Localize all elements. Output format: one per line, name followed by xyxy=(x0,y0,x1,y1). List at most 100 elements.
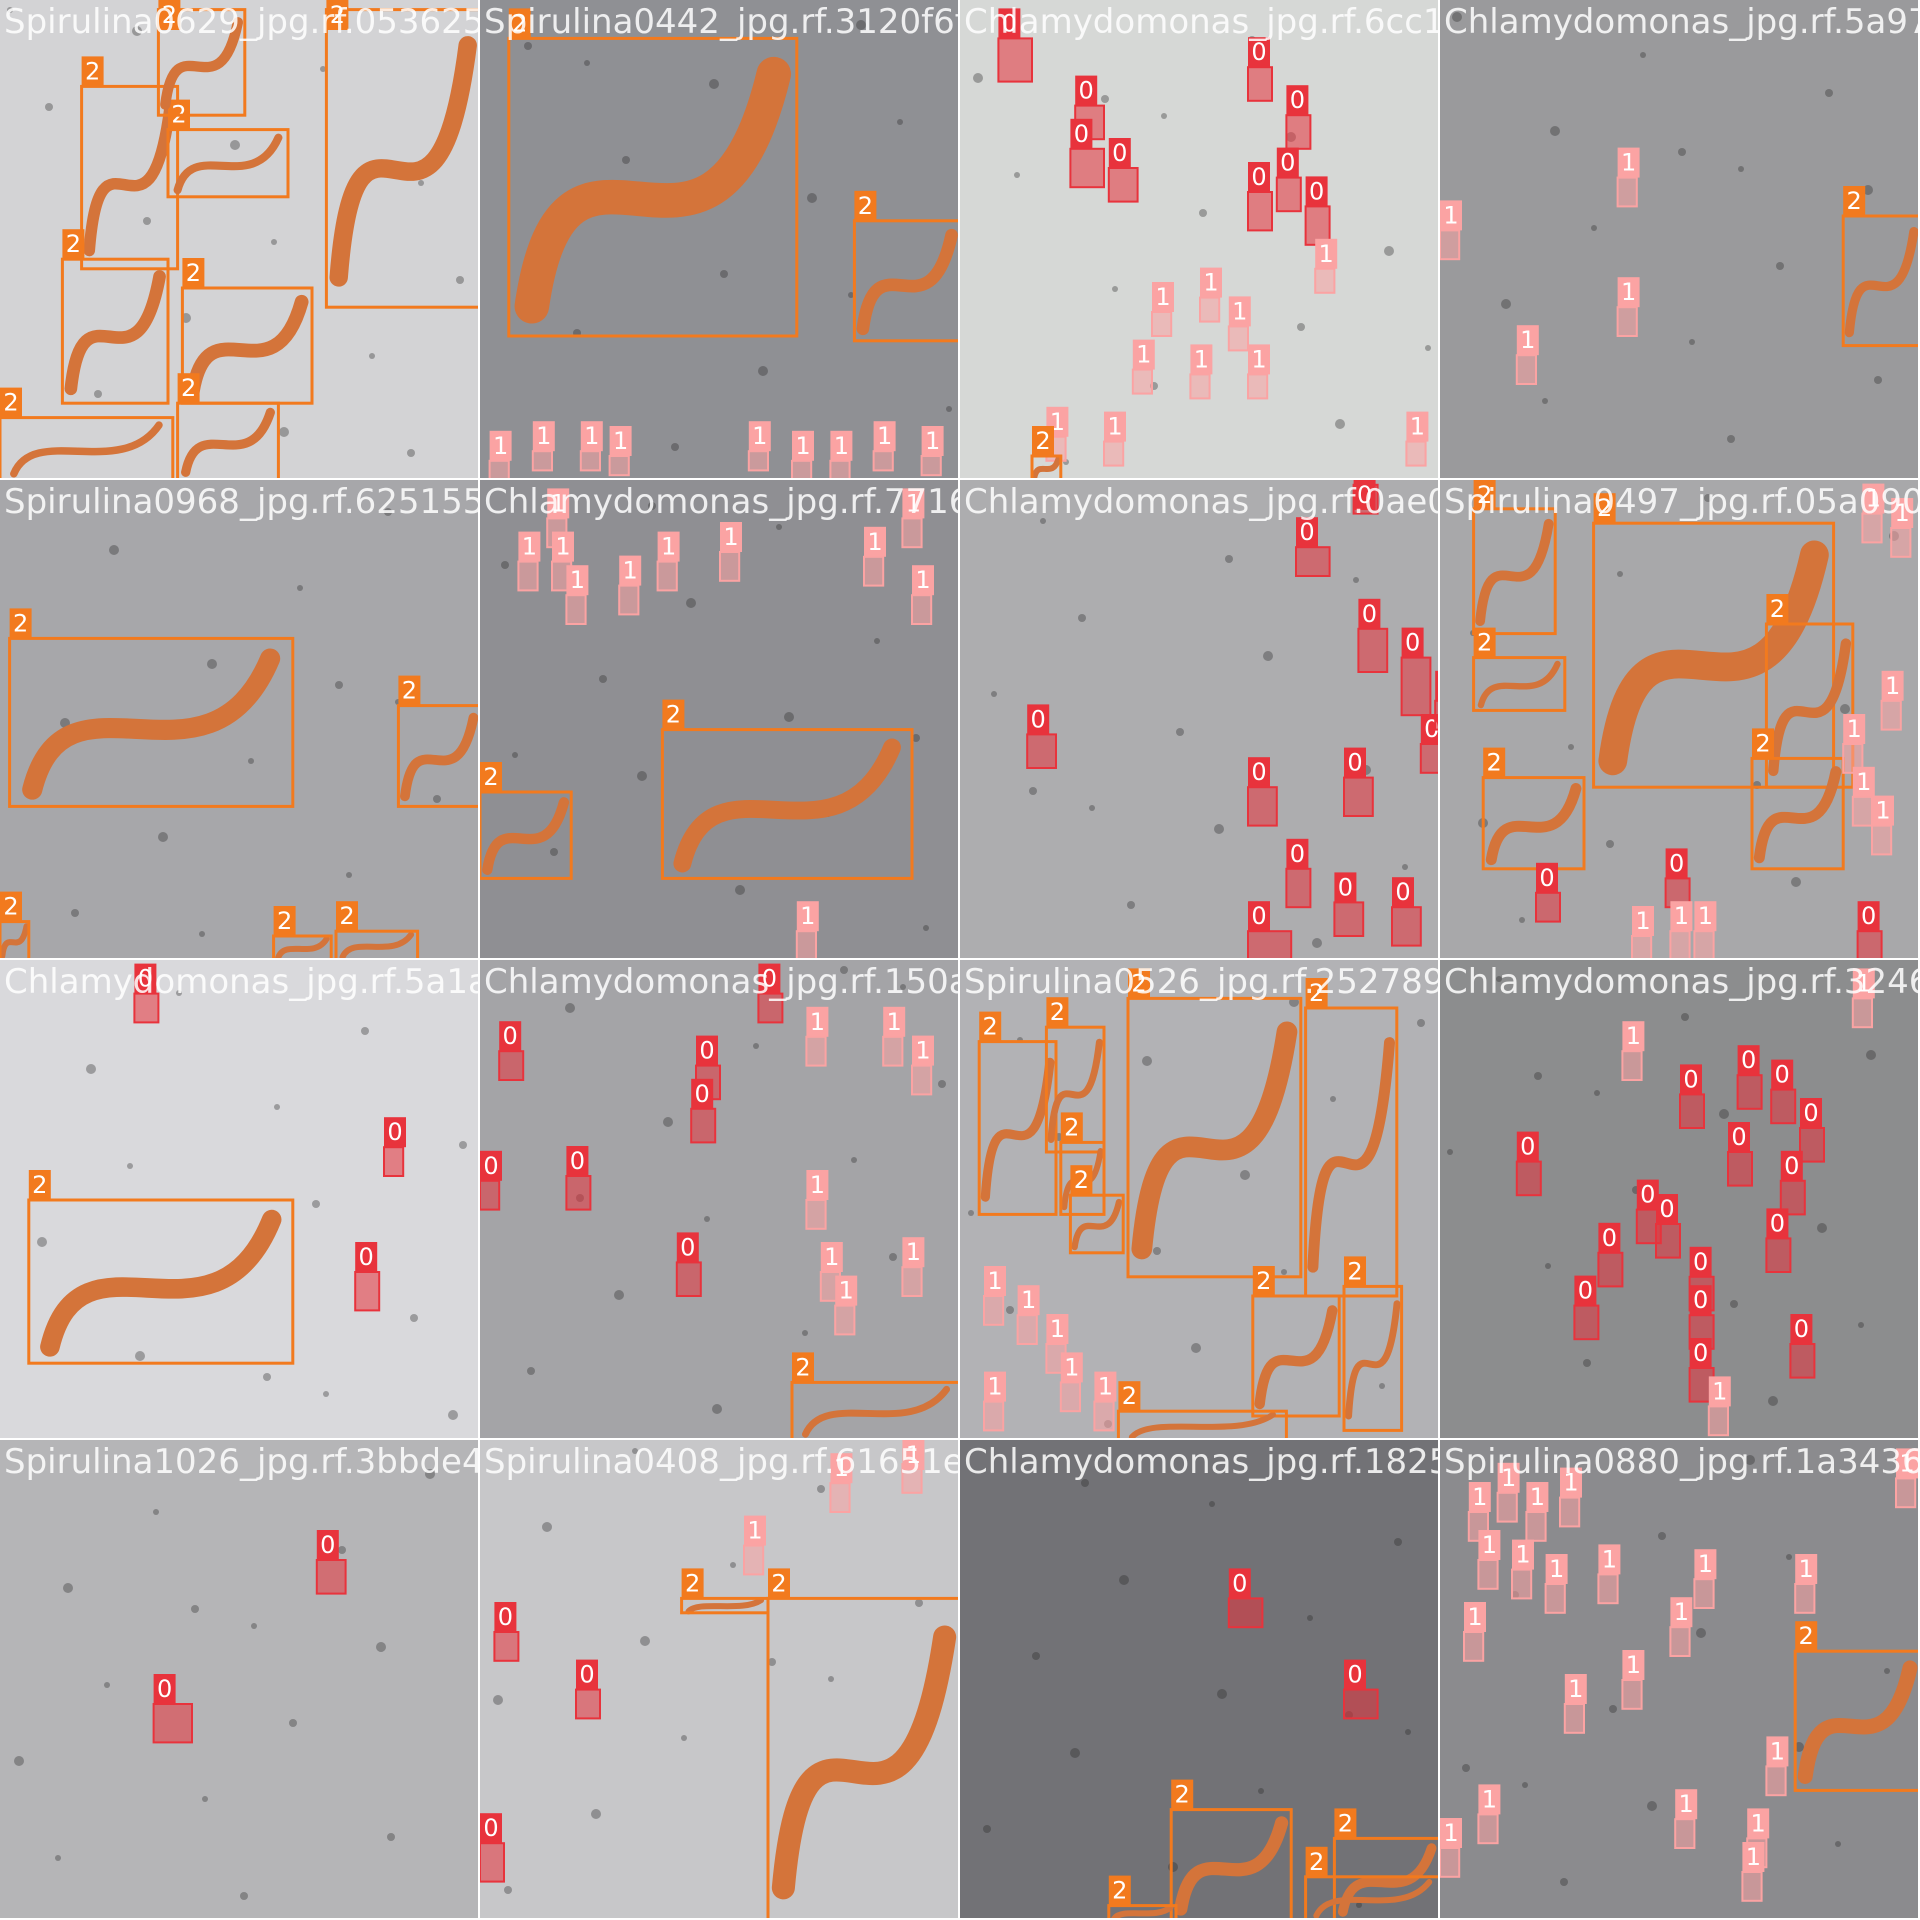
class-label-text: 1 xyxy=(925,427,940,455)
background-particle xyxy=(768,1658,776,1666)
class-label-tag xyxy=(1027,704,1050,735)
detection-fill xyxy=(1094,1401,1114,1431)
class-label-text: 2 xyxy=(3,893,18,921)
detection-fill xyxy=(1694,1579,1714,1608)
class-label-text: 0 xyxy=(1770,1209,1785,1237)
class-label-tag xyxy=(1483,747,1506,778)
class-label-text: 2 xyxy=(1347,1257,1362,1285)
background-particle xyxy=(1263,651,1273,661)
class-label-tag xyxy=(566,565,589,596)
detection-box-class-1: 1 xyxy=(1440,1818,1462,1878)
background-particle xyxy=(900,984,906,990)
class-label-text: 2 xyxy=(1256,1267,1271,1295)
class-label-text: 1 xyxy=(1482,1531,1497,1559)
detection-box-class-1: 1 xyxy=(829,430,853,478)
background-particle xyxy=(176,990,182,996)
detection-box-outline xyxy=(1895,1477,1917,1509)
detection-fill xyxy=(1516,1161,1541,1196)
detection-box-class-2: 2 xyxy=(1472,480,1557,636)
detection-box-class-1: 1 xyxy=(1621,1021,1645,1081)
class-label-text: 0 xyxy=(1031,705,1046,733)
class-label-tag xyxy=(1526,1482,1549,1512)
class-label-tag xyxy=(182,258,205,288)
detection-box-class-0: 0 xyxy=(1026,704,1057,769)
detection-fill xyxy=(720,552,740,581)
detection-fill xyxy=(1795,1584,1815,1613)
detection-box-class-2: 2 xyxy=(8,608,295,808)
class-label-tag xyxy=(1675,1789,1698,1820)
background-particle xyxy=(828,1676,834,1682)
detection-box-class-0: 0 xyxy=(997,8,1033,83)
detection-box-class-1: 1 xyxy=(517,531,541,592)
detection-fill xyxy=(984,1401,1004,1431)
detection-fill xyxy=(1598,1252,1623,1287)
class-label-tag xyxy=(316,1530,339,1560)
class-label-text: 0 xyxy=(1232,1569,1247,1597)
detection-box-class-0: 0 xyxy=(1679,1064,1705,1129)
background-particle xyxy=(1866,1050,1876,1060)
detection-box-class-1: 1 xyxy=(1842,714,1866,774)
detection-fill xyxy=(489,460,509,478)
background-particle xyxy=(1168,1862,1178,1872)
detection-box-outline xyxy=(1841,214,1918,348)
detection-box-outline xyxy=(1227,1597,1264,1629)
class-label-text: 2 xyxy=(1131,969,1146,997)
detection-box-class-1: 1 xyxy=(747,421,771,472)
background-particle xyxy=(1356,1902,1362,1908)
class-label-text: 2 xyxy=(13,609,28,637)
detection-fill xyxy=(1656,1224,1680,1258)
class-label-text: 1 xyxy=(1847,715,1862,743)
background-particle xyxy=(1335,419,1345,429)
class-label-tag xyxy=(806,1006,829,1037)
detection-box-class-0: 0 xyxy=(1391,877,1422,947)
class-label-tag xyxy=(580,421,603,452)
class-label-text: 0 xyxy=(1602,1224,1617,1252)
background-particle xyxy=(1496,976,1502,982)
detection-box-class-2: 2 xyxy=(396,675,478,808)
background-particle xyxy=(524,42,532,50)
detection-fill xyxy=(153,1704,192,1743)
spirulina-filament xyxy=(1128,1411,1276,1438)
detection-fill xyxy=(1200,297,1220,322)
class-label-text: 1 xyxy=(1621,278,1636,306)
class-label-tag xyxy=(806,1170,829,1200)
detection-fill xyxy=(1070,148,1104,188)
class-label-tag xyxy=(1473,627,1496,658)
detection-fill xyxy=(1800,1128,1824,1162)
detection-box-class-1: 1 xyxy=(1045,1314,1069,1374)
class-label-text: 1 xyxy=(877,422,892,450)
class-label-tag xyxy=(1334,1808,1357,1839)
background-particle xyxy=(1297,323,1305,331)
background-particle xyxy=(968,1210,974,1216)
detection-box-outline xyxy=(80,84,180,271)
background-particle xyxy=(1696,1628,1706,1638)
class-label-tag xyxy=(1296,517,1318,548)
class-label-text: 1 xyxy=(1021,1286,1036,1314)
class-label-tag xyxy=(1689,1246,1712,1277)
detection-box-outline xyxy=(690,1107,717,1144)
class-label-text: 0 xyxy=(695,1080,710,1108)
detection-box-class-1: 1 xyxy=(1016,1285,1040,1346)
class-label-text: 1 xyxy=(834,1454,849,1482)
detection-fill xyxy=(912,1065,932,1095)
background-particle xyxy=(686,598,696,608)
detection-box-class-1: 1 xyxy=(1199,267,1222,323)
detection-fill xyxy=(1108,168,1138,202)
detection-box-class-1: 1 xyxy=(805,1170,829,1230)
spirulina-filament xyxy=(1768,638,1852,777)
background-particle xyxy=(94,390,102,398)
class-label-text: 2 xyxy=(1477,629,1492,657)
detection-fill xyxy=(1401,657,1431,716)
class-label-tag xyxy=(1152,282,1174,312)
detection-box-class-2: 2 xyxy=(27,1170,295,1365)
class-label-text: 0 xyxy=(387,1118,402,1146)
class-label-text: 0 xyxy=(579,1661,594,1689)
class-label-text: 2 xyxy=(330,1,345,29)
class-label-text: 1 xyxy=(1626,1651,1641,1679)
class-label-tag xyxy=(1032,426,1054,456)
spirulina-filament xyxy=(181,407,275,477)
